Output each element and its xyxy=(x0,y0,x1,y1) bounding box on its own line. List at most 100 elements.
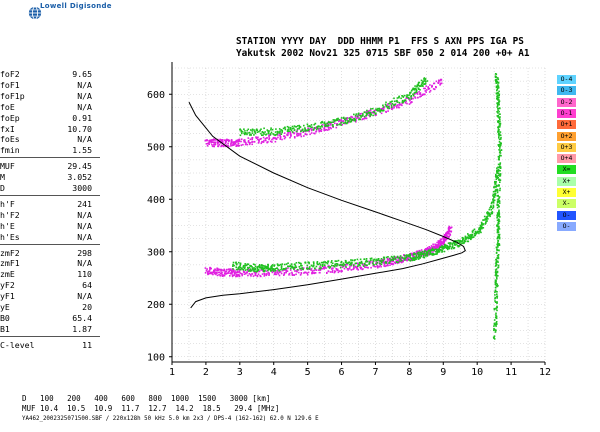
x-tick-label: 8 xyxy=(406,367,412,378)
trace-point xyxy=(308,267,311,270)
trace-point xyxy=(496,323,498,325)
trace-point xyxy=(295,273,297,276)
x-tick-label: 1 xyxy=(169,367,175,378)
trace-point xyxy=(431,247,434,250)
trace-point xyxy=(494,265,497,267)
trace-point xyxy=(471,230,474,232)
trace-point xyxy=(496,228,499,231)
trace-point xyxy=(302,267,305,269)
trace-point xyxy=(303,272,305,274)
trace-point xyxy=(271,265,273,268)
trace-point xyxy=(383,258,386,260)
trace-point xyxy=(424,253,427,255)
trace-point xyxy=(429,249,432,251)
trace-point xyxy=(272,137,275,140)
trace-point xyxy=(492,190,495,193)
trace-point xyxy=(490,206,492,208)
trace-point xyxy=(271,264,274,266)
param-row-b0: B0 65.4 xyxy=(0,312,100,324)
trace-point xyxy=(323,124,326,126)
trace-point xyxy=(357,265,359,267)
param-name: fmin xyxy=(0,145,20,156)
trace-point xyxy=(278,264,281,267)
trace-point xyxy=(263,139,265,142)
trace-point xyxy=(391,260,393,262)
trace-point xyxy=(335,267,337,270)
trace-point xyxy=(444,245,446,248)
trace-point xyxy=(231,271,234,274)
trace-point xyxy=(496,301,498,303)
trace-point xyxy=(256,138,259,140)
trace-point xyxy=(359,118,361,121)
trace-point xyxy=(323,267,325,270)
trace-point xyxy=(342,120,345,122)
trace-point xyxy=(422,81,424,83)
trace-point xyxy=(497,169,500,171)
trace-point xyxy=(496,231,499,234)
trace-point xyxy=(223,274,226,277)
trace-point xyxy=(372,262,374,264)
trace-point xyxy=(498,90,500,93)
trace-point xyxy=(232,265,234,267)
trace-point xyxy=(389,257,391,260)
trace-point xyxy=(499,122,502,125)
trace-point xyxy=(423,252,426,254)
trace-point xyxy=(445,232,447,235)
trace-point xyxy=(494,331,497,333)
trace-point xyxy=(260,267,263,269)
trace-point xyxy=(335,265,338,267)
trace-point xyxy=(236,275,238,278)
trace-point xyxy=(432,88,435,90)
trace-point xyxy=(323,122,325,125)
trace-point xyxy=(496,309,498,312)
trace-point xyxy=(345,119,347,122)
trace-point xyxy=(498,154,501,157)
muf-value: 14.2 xyxy=(166,404,194,413)
trace-point xyxy=(450,247,453,250)
trace-point xyxy=(241,274,243,277)
param-row-fmin: fmin 1.55 xyxy=(0,144,100,156)
trace-point xyxy=(341,266,344,269)
trace-point xyxy=(498,197,500,199)
param-value: 9.65 xyxy=(72,69,92,79)
trace-point xyxy=(431,254,433,256)
trace-point xyxy=(448,245,450,248)
trace-point xyxy=(494,289,497,291)
trace-point xyxy=(402,101,404,104)
trace-point xyxy=(291,274,294,276)
trace-point xyxy=(444,237,446,240)
trace-point xyxy=(428,249,430,251)
trace-point xyxy=(300,269,302,271)
trace-point xyxy=(499,162,502,164)
trace-point xyxy=(354,116,357,118)
trace-point xyxy=(256,267,259,270)
trace-point xyxy=(250,275,252,277)
param-row-muf: MUF 29.45 xyxy=(0,160,100,172)
trace-point xyxy=(323,127,325,130)
trace-point xyxy=(293,129,296,132)
trace-point xyxy=(248,272,251,275)
trace-point xyxy=(406,94,409,96)
trace-point xyxy=(218,271,221,274)
trace-point xyxy=(433,82,436,85)
trace-point xyxy=(495,246,498,249)
trace-point xyxy=(291,265,294,268)
trace-point xyxy=(208,270,211,272)
header-line-2: Yakutsk 2002 Nov21 325 0715 SBF 050 2 01… xyxy=(236,48,530,59)
trace-point xyxy=(461,237,464,239)
trace-point xyxy=(261,134,263,136)
trace-point xyxy=(419,96,421,98)
trace-point xyxy=(467,234,470,237)
trace-point xyxy=(432,247,435,250)
trace-point xyxy=(207,273,209,276)
trace-point xyxy=(273,273,276,276)
trace-point xyxy=(299,267,302,270)
trace-point xyxy=(280,269,282,271)
trace-point xyxy=(496,102,498,104)
trace-point xyxy=(454,244,457,246)
trace-point xyxy=(370,114,372,116)
trace-point xyxy=(246,268,249,271)
legend-item: O-3 xyxy=(557,86,576,96)
trace-point xyxy=(443,247,446,249)
trace-point xyxy=(365,111,368,113)
